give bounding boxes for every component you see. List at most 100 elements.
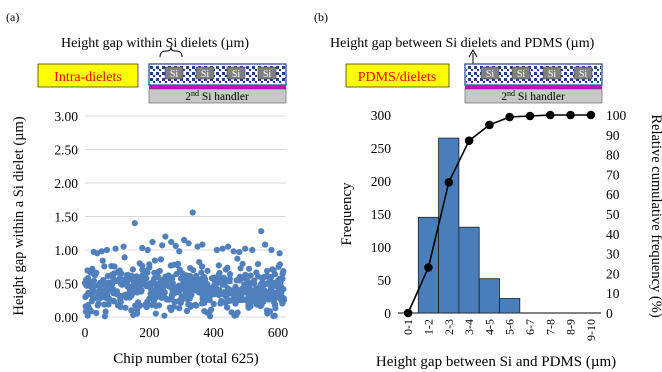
cumulative-point xyxy=(525,111,535,121)
cumulative-point xyxy=(424,263,433,272)
scatter-point xyxy=(82,308,89,315)
scatter-point xyxy=(117,299,124,306)
schematic-dielet-label: Si xyxy=(486,69,495,80)
histogram-x-tick-label: 9-10 xyxy=(584,319,598,341)
scatter-point xyxy=(139,244,146,252)
scatter-point xyxy=(152,310,159,317)
scatter-point xyxy=(258,228,265,235)
panel-a-pdms-texture xyxy=(150,65,285,84)
scatter-point xyxy=(85,289,92,296)
cumulative-polyline xyxy=(407,114,591,314)
histogram-x-tick-label: 5-6 xyxy=(503,319,517,335)
scatter-point xyxy=(97,294,104,302)
histogram-y-tick-label: 100 xyxy=(371,240,392,255)
scatter-point xyxy=(226,297,233,304)
panel-b-tag: PDMS/dielets xyxy=(358,70,437,85)
scatter-point xyxy=(133,273,140,280)
scatter-point xyxy=(155,274,162,281)
panel-a-schematic: Si Si Si Si 2nd Si handler xyxy=(148,46,287,104)
scatter-point xyxy=(234,255,241,262)
scatter-point xyxy=(176,266,183,273)
scatter-point xyxy=(161,312,168,319)
scatter-point xyxy=(199,241,206,248)
panel-a-tag: Intra-dielets xyxy=(54,70,122,85)
scatter-point xyxy=(218,297,225,304)
schematic-dielet-label: Si xyxy=(201,69,210,80)
scatter-point xyxy=(189,209,196,216)
scatter-point xyxy=(84,267,91,274)
scatter-point xyxy=(91,272,99,279)
scatter-point xyxy=(93,309,100,317)
scatter-point xyxy=(245,265,253,272)
scatter-point xyxy=(193,281,200,289)
scatter-point xyxy=(176,248,183,255)
histogram-y-tick-label: 150 xyxy=(371,207,392,222)
histogram-x-tick-label: 1-2 xyxy=(421,319,435,335)
scatter-point xyxy=(131,220,138,227)
scatter-point xyxy=(148,302,155,309)
schematic-dielet xyxy=(542,66,562,80)
histogram-bar xyxy=(478,278,500,314)
scatter-point xyxy=(106,295,113,302)
scatter-point xyxy=(108,283,115,290)
scatter-point xyxy=(220,289,227,296)
scatter-point xyxy=(156,267,163,275)
scatter-point xyxy=(98,282,105,289)
scatter-point xyxy=(144,246,151,254)
scatter-point xyxy=(194,243,201,250)
scatter-point xyxy=(134,306,141,313)
scatter-points xyxy=(81,209,288,320)
scatter-point xyxy=(155,302,163,309)
scatter-point xyxy=(241,289,249,296)
scatter-point xyxy=(241,281,248,288)
panel-b-pdms-texture xyxy=(466,65,601,84)
scatter-point xyxy=(225,243,232,250)
histogram-x-tick-label: 6-7 xyxy=(523,319,537,335)
panel-a-handler-label: 2nd Si handler xyxy=(185,89,249,103)
scatter-point xyxy=(253,269,260,276)
scatter-point xyxy=(185,240,192,247)
scatter-point xyxy=(280,268,287,275)
cumulative-point xyxy=(485,120,494,130)
scatter-y-tick-label: 1.50 xyxy=(54,210,78,225)
panel-b-tag-box xyxy=(345,63,450,88)
panel-b-handler xyxy=(464,88,603,104)
scatter-point xyxy=(236,287,244,294)
scatter-point xyxy=(233,294,241,301)
scatter-x-tick-label: 200 xyxy=(139,325,160,340)
scatter-point xyxy=(116,267,123,274)
scatter-y-axis-title: Height gap within a Si dielet (µm) xyxy=(11,116,27,315)
scatter-point xyxy=(146,261,153,268)
scatter-point xyxy=(111,263,118,270)
scatter-point xyxy=(239,260,246,267)
scatter-point xyxy=(122,304,129,311)
scatter-point xyxy=(200,278,207,285)
scatter-point xyxy=(162,233,169,240)
histogram-y2-tick-label: 20 xyxy=(606,266,620,281)
scatter-point xyxy=(139,281,146,288)
scatter-point xyxy=(276,275,283,282)
scatter-y-tick-labels: 0.00 0.50 1.00 1.50 2.00 2.50 3.00 xyxy=(54,109,78,325)
panel-b-arrow-up-icon xyxy=(468,48,478,58)
scatter-point xyxy=(271,271,278,278)
histogram-y2-tick-label: 80 xyxy=(606,148,620,163)
scatter-point xyxy=(210,275,217,282)
scatter-point xyxy=(203,296,210,303)
scatter-point xyxy=(203,283,210,290)
scatter-point xyxy=(253,292,260,300)
panel-a-tag-box xyxy=(37,63,139,88)
histogram-x-axis-title: Height gap between Si and PDMS (µm) xyxy=(376,354,616,370)
panel-a-header: Height gap within Si dielets (µm) xyxy=(61,36,249,51)
scatter-point xyxy=(111,298,118,305)
histogram-y2-tick-label: 30 xyxy=(606,247,620,262)
scatter-point xyxy=(270,313,277,320)
scatter-point xyxy=(126,294,133,301)
scatter-point xyxy=(140,268,147,275)
scatter-point xyxy=(84,275,91,282)
histogram-bar xyxy=(438,137,460,314)
histogram-x-tick-label: 7-8 xyxy=(543,319,557,335)
schematic-dielet xyxy=(164,66,184,80)
panel-b-schematic: Si Si Si Si 2nd Si handler xyxy=(464,48,603,104)
schematic-dielet-label: Si xyxy=(517,69,526,80)
